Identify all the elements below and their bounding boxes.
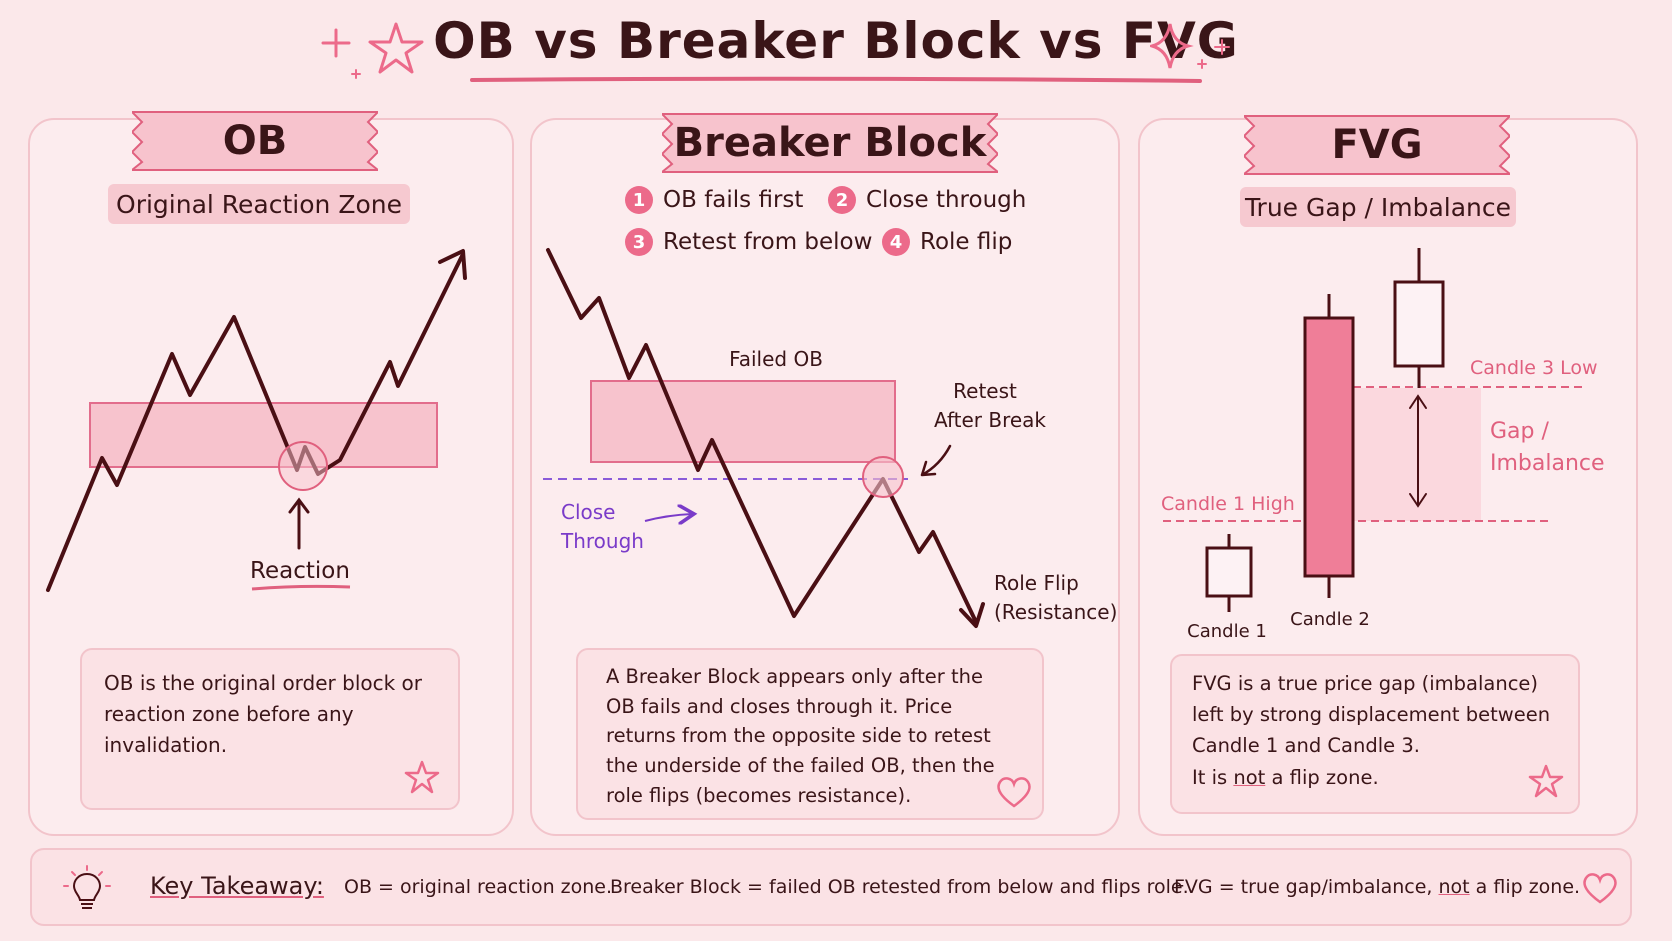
gap-double-arrow: [1409, 394, 1427, 508]
failed-ob-zone: [590, 380, 896, 463]
step-2-badge: 2: [828, 186, 856, 214]
breaker-note-text: A Breaker Block appears only after the O…: [606, 665, 995, 807]
takeaway-fvg-c: a flip zone.: [1469, 876, 1581, 898]
step-3-badge: 3: [625, 228, 653, 256]
breaker-price-path: [546, 248, 978, 624]
breaker-banner: Breaker Block: [662, 112, 998, 174]
takeaway-fvg-not: not: [1438, 876, 1470, 898]
gap-label-2: Imbalance: [1490, 451, 1605, 476]
fvg-note-line-3: Candle 1 and Candle 3.: [1192, 734, 1420, 758]
fvg-note-line-1: FVG is a true price gap (imbalance): [1192, 672, 1539, 695]
candle2-body: [1303, 316, 1355, 578]
ob-reaction-circle: [278, 441, 328, 491]
step-4: 4 Role flip: [882, 228, 1012, 256]
ob-note-text: OB is the original order block or reacti…: [104, 671, 423, 757]
heart-icon: [1583, 873, 1617, 904]
close-arrow: [644, 514, 692, 521]
sparkle-right-icon: [1150, 23, 1230, 69]
candle3-low-label: Candle 3 Low: [1470, 357, 1598, 379]
ob-banner: OB: [132, 110, 378, 172]
retest-label-1: Retest: [953, 379, 1017, 403]
star-icon: [404, 760, 440, 794]
ob-diagram: Reaction: [46, 249, 467, 592]
step-2-text: Close through: [866, 187, 1027, 213]
gap-label-1: Gap /: [1490, 419, 1549, 444]
ob-note: OB is the original order block or reacti…: [80, 648, 460, 810]
fvg-note-line-4: It is not a flip zone.: [1192, 762, 1558, 793]
heart-icon: [997, 777, 1031, 808]
fvg-note-not: not: [1233, 765, 1266, 789]
retest-arrow: [920, 444, 952, 477]
step-3: 3 Retest from below: [625, 228, 872, 256]
ob-subtitle: Original Reaction Zone: [108, 184, 410, 224]
fvg-diagram: Candle 3 Low Candle 1 High Gap / Imbalan…: [1161, 248, 1605, 642]
fvg-title: FVG: [1331, 122, 1423, 168]
breaker-diagram: Failed OB Retest After Break Close Throu…: [543, 248, 1117, 628]
step-1-text: OB fails first: [663, 187, 804, 213]
breaker-down-arrowhead: [959, 602, 985, 628]
fvg-subtitle: True Gap / Imbalance: [1240, 187, 1516, 227]
breaker-title: Breaker Block: [673, 120, 987, 166]
takeaway-ob: OB = original reaction zone.: [344, 876, 613, 898]
takeaway-label: Key Takeaway:: [150, 872, 324, 900]
step-3-text: Retest from below: [663, 229, 873, 255]
step-4-text: Role flip: [920, 229, 1013, 255]
retest-label-2: After Break: [934, 408, 1046, 432]
ob-reaction-underline: [251, 584, 351, 591]
takeaway-fvg: FVG = true gap/imbalance, not a flip zon…: [1174, 876, 1580, 898]
takeaway-fvg-a: FVG = true gap/imbalance,: [1174, 876, 1439, 898]
lightbulb-icon: [63, 865, 111, 909]
ob-up-arrowhead: [438, 249, 467, 280]
page-title: OB vs Breaker Block vs FVG: [433, 12, 1239, 70]
star-icon: [1528, 764, 1564, 798]
key-takeaway-bar: Key Takeaway: OB = original reaction zon…: [30, 848, 1632, 926]
fvg-banner: FVG: [1244, 114, 1510, 176]
candle2-label: Candle 2: [1290, 609, 1370, 630]
step-4-badge: 4: [882, 228, 910, 256]
title-underline: [470, 76, 1202, 83]
fvg-note-line-4a: It is: [1192, 765, 1234, 789]
fvg-note-line-2: left by strong displacement between: [1192, 703, 1551, 727]
failed-ob-label: Failed OB: [729, 347, 823, 371]
ob-reaction-arrow: [288, 497, 310, 550]
candle1-body: [1205, 546, 1253, 598]
fvg-note: FVG is a true price gap (imbalance) left…: [1170, 654, 1580, 814]
close-label-2: Through: [560, 529, 644, 553]
takeaway-breaker: Breaker Block = failed OB retested from …: [610, 876, 1189, 898]
step-1: 1 OB fails first: [625, 186, 803, 214]
role-flip-label-2: (Resistance): [994, 600, 1117, 624]
close-label-1: Close: [561, 500, 615, 524]
candle1-high-label: Candle 1 High: [1161, 493, 1295, 515]
fvg-note-line-4c: a flip zone.: [1265, 765, 1379, 789]
breaker-note: A Breaker Block appears only after the O…: [576, 648, 1044, 820]
ob-zone: [89, 402, 438, 468]
candle1-label: Candle 1: [1187, 621, 1267, 642]
step-1-badge: 1: [625, 186, 653, 214]
ob-reaction-label: Reaction: [250, 558, 350, 584]
role-flip-label-1: Role Flip: [994, 571, 1079, 595]
candle3-body: [1393, 280, 1445, 368]
retest-circle: [862, 456, 904, 498]
sparkle-left-icon: [321, 22, 424, 79]
step-2: 2 Close through: [828, 186, 1026, 214]
ob-title: OB: [222, 118, 288, 164]
